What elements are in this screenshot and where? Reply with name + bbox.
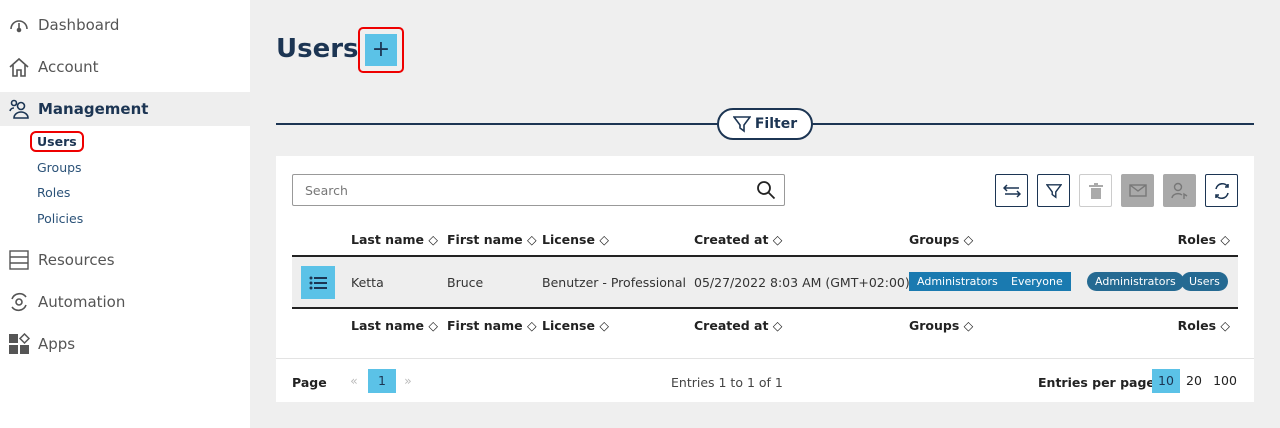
mail-button[interactable] (1121, 174, 1154, 207)
last-page-icon[interactable]: » (404, 373, 412, 388)
server-icon (8, 249, 30, 271)
group-tag: Everyone (1003, 272, 1071, 291)
mail-icon (1128, 184, 1147, 197)
cell-first-name: Bruce (447, 275, 484, 290)
trash-icon (1088, 182, 1103, 199)
search-icon[interactable] (756, 180, 776, 200)
page-title: Users (276, 34, 359, 64)
filter-icon (1045, 183, 1062, 199)
filter-label: Filter (754, 116, 798, 132)
per-page-20[interactable]: 20 (1186, 373, 1202, 388)
nav-management[interactable]: Management (0, 92, 250, 126)
nav-label: Management (38, 100, 149, 118)
page-1-button[interactable]: 1 (368, 369, 396, 393)
swap-icon (1002, 183, 1021, 198)
foot-col-created-at[interactable]: Created at ◇ (694, 318, 783, 333)
refresh-button[interactable] (1205, 174, 1238, 207)
export-user-button[interactable] (1163, 174, 1196, 207)
divider (276, 358, 1254, 359)
nav-automation[interactable]: Automation (0, 285, 250, 319)
foot-col-first-name[interactable]: First name ◇ (447, 318, 537, 333)
nav-label: Dashboard (38, 16, 120, 34)
col-roles[interactable]: Roles ◇ (1177, 232, 1230, 247)
swap-columns-button[interactable] (995, 174, 1028, 207)
foot-col-license[interactable]: License ◇ (542, 318, 609, 333)
divider (292, 255, 1238, 257)
nav-label: Automation (38, 293, 126, 311)
refresh-icon (1214, 182, 1229, 199)
nav-label: Account (38, 58, 99, 76)
entries-count: Entries 1 to 1 of 1 (671, 375, 783, 390)
nav-account[interactable]: Account (0, 50, 250, 84)
search-placeholder: Search (305, 182, 348, 198)
delete-button[interactable] (1079, 174, 1112, 207)
subnav-roles[interactable]: Roles (37, 185, 71, 200)
cell-license: Benutzer - Professional (542, 275, 686, 290)
foot-col-roles[interactable]: Roles ◇ (1177, 318, 1230, 333)
home-icon (8, 56, 30, 78)
per-page-100[interactable]: 100 (1213, 373, 1237, 388)
row-details-button[interactable] (301, 266, 335, 299)
filter-icon (732, 116, 751, 133)
divider (292, 307, 1238, 309)
col-first-name[interactable]: First name ◇ (447, 232, 537, 247)
users-table-card: Search Last name ◇ First name ◇ License … (276, 156, 1254, 402)
apps-icon (8, 333, 30, 355)
cell-created-at: 05/27/2022 8:03 AM (GMT+02:00) (694, 275, 910, 290)
col-license[interactable]: License ◇ (542, 232, 609, 247)
user-export-icon (1170, 182, 1187, 199)
foot-col-last-name[interactable]: Last name ◇ (351, 318, 438, 333)
first-page-icon[interactable]: « (350, 373, 358, 388)
role-tag: Users (1181, 272, 1228, 291)
col-created-at[interactable]: Created at ◇ (694, 232, 783, 247)
filter-button[interactable]: Filter (717, 108, 813, 140)
gear-cycle-icon (8, 291, 30, 313)
add-user-button[interactable]: + (365, 34, 397, 66)
users-icon (8, 98, 30, 120)
search-input[interactable]: Search (292, 174, 785, 206)
cell-last-name: Ketta (351, 275, 384, 290)
per-page-label: Entries per page (1038, 375, 1155, 390)
nav-label: Resources (38, 251, 115, 269)
table-row[interactable]: Ketta Bruce Benutzer - Professional 05/2… (292, 257, 1238, 307)
page-label: Page (292, 375, 327, 390)
subnav-users[interactable]: Users (30, 131, 84, 152)
role-tag: Administrators (1087, 272, 1184, 291)
col-last-name[interactable]: Last name ◇ (351, 232, 438, 247)
subnav-policies[interactable]: Policies (37, 211, 84, 226)
nav-label: Apps (38, 335, 76, 353)
group-tag: Administrators (909, 272, 1006, 291)
gauge-icon (8, 14, 30, 36)
foot-col-groups[interactable]: Groups ◇ (909, 318, 974, 333)
filter-toolbar-button[interactable] (1037, 174, 1070, 207)
highlight-outline (358, 27, 404, 73)
list-icon (309, 276, 327, 289)
nav-dashboard[interactable]: Dashboard (0, 8, 250, 42)
per-page-10[interactable]: 10 (1152, 369, 1180, 393)
sidebar: Dashboard Account Management Users Group… (0, 0, 250, 428)
col-groups[interactable]: Groups ◇ (909, 232, 974, 247)
subnav-groups[interactable]: Groups (37, 160, 82, 175)
nav-resources[interactable]: Resources (0, 243, 250, 277)
nav-apps[interactable]: Apps (0, 327, 250, 361)
